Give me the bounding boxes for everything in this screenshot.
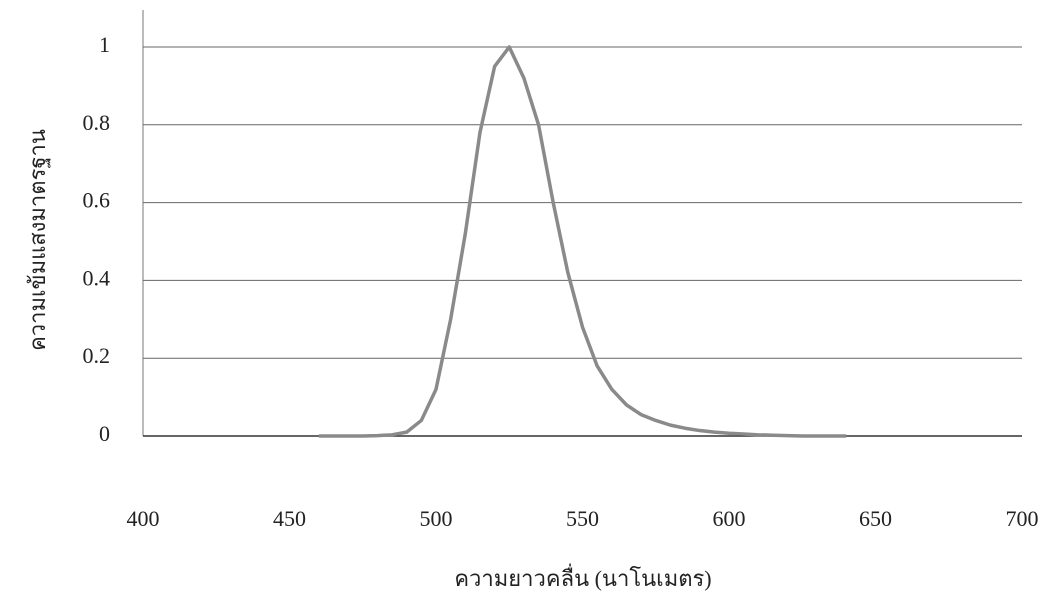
x-tick-label: 450	[273, 506, 306, 531]
y-tick-label: 0.8	[83, 110, 111, 135]
y-tick-label: 1	[99, 32, 110, 57]
x-tick-label: 650	[859, 506, 892, 531]
chart: ความเข้มแสงมาตรฐาน ความยาวคลื่น (นาโนเมต…	[0, 0, 1047, 600]
y-axis-label: ความเข้มแสงมาตรฐาน	[25, 129, 51, 351]
y-tick-label: 0.6	[83, 188, 111, 213]
page: ความเข้มแสงมาตรฐาน ความยาวคลื่น (นาโนเมต…	[0, 0, 1047, 600]
x-tick-label: 600	[713, 506, 746, 531]
x-tick-label: 700	[1006, 506, 1039, 531]
y-tick-label: 0	[99, 421, 110, 446]
y-tick-label: 0.2	[83, 343, 111, 368]
x-tick-label: 550	[566, 506, 599, 531]
x-axis-label: ความยาวคลื่น (นาโนเมตร)	[454, 563, 711, 591]
data-line	[319, 47, 846, 436]
x-tick-label: 500	[420, 506, 453, 531]
x-tick-label: 400	[127, 506, 160, 531]
y-tick-label: 0.4	[83, 265, 111, 290]
